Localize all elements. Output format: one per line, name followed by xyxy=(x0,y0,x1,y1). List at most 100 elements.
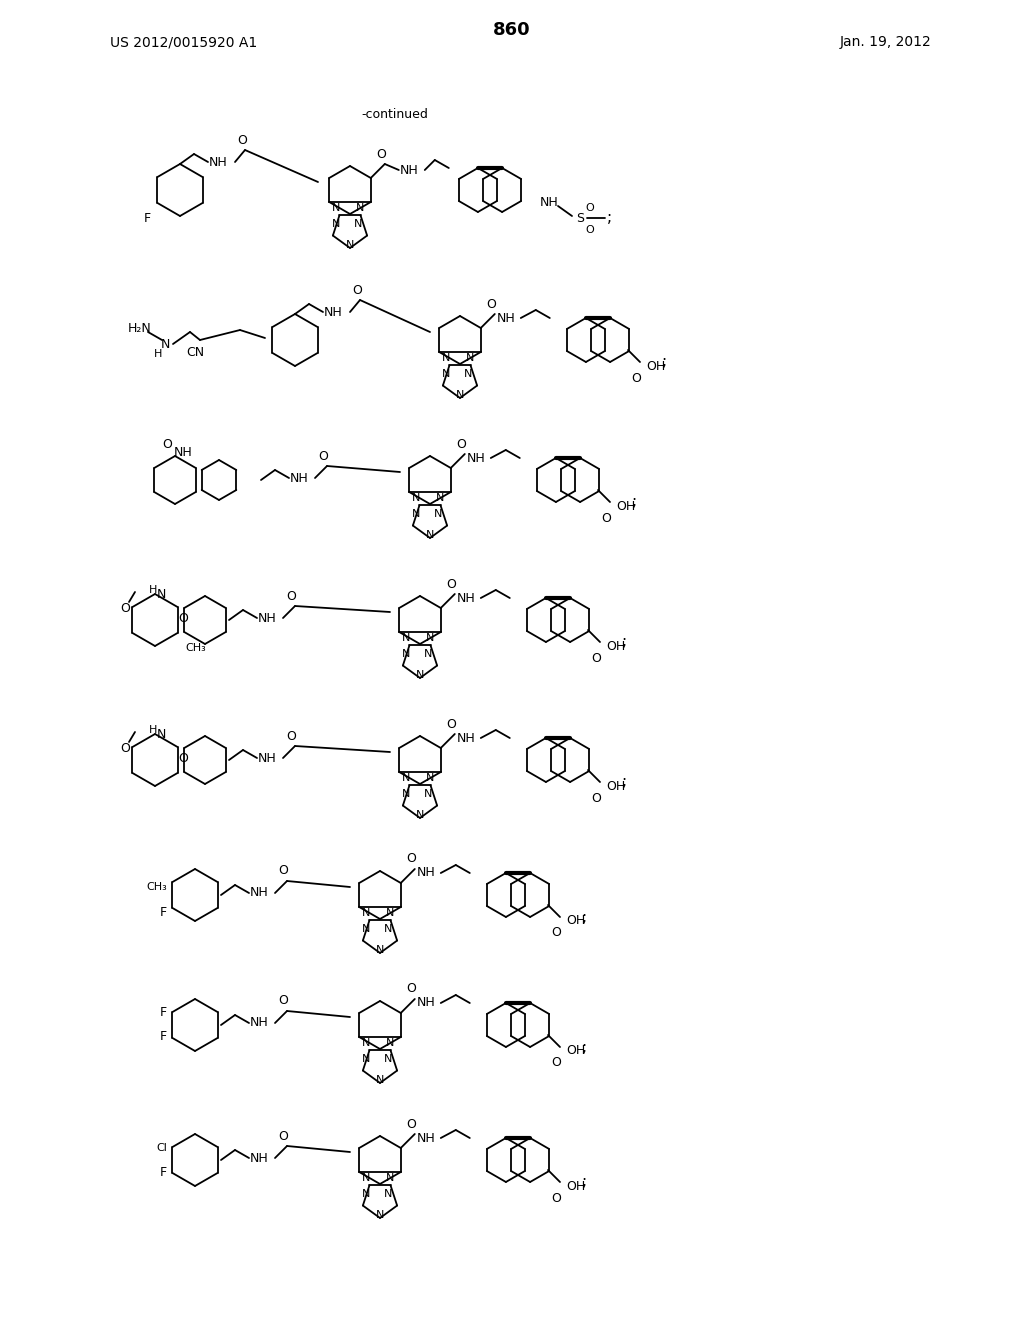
Text: N: N xyxy=(355,203,365,213)
Text: -continued: -continued xyxy=(361,108,428,121)
Text: N: N xyxy=(434,510,442,519)
Text: N: N xyxy=(332,219,340,228)
Text: N: N xyxy=(361,1173,371,1183)
Text: N: N xyxy=(401,774,411,783)
Text: O: O xyxy=(591,652,601,664)
Text: O: O xyxy=(586,203,594,213)
Text: NH: NH xyxy=(399,164,418,177)
Text: O: O xyxy=(586,224,594,235)
Text: O: O xyxy=(406,982,416,995)
Text: N: N xyxy=(361,924,371,935)
Text: N: N xyxy=(384,1053,392,1064)
Text: O: O xyxy=(591,792,601,804)
Text: O: O xyxy=(279,994,288,1007)
Text: O: O xyxy=(286,590,296,602)
Text: O: O xyxy=(162,437,172,450)
Text: OH: OH xyxy=(606,639,626,652)
Text: F: F xyxy=(160,1031,167,1044)
Text: N: N xyxy=(361,1053,371,1064)
Text: N: N xyxy=(416,810,424,820)
Text: O: O xyxy=(445,578,456,590)
Text: N: N xyxy=(401,634,411,643)
Text: ;: ; xyxy=(582,1040,587,1055)
Text: CN: CN xyxy=(186,346,204,359)
Text: NH: NH xyxy=(540,195,559,209)
Text: O: O xyxy=(238,133,247,147)
Text: OH: OH xyxy=(566,1044,586,1057)
Text: N: N xyxy=(354,219,362,228)
Text: F: F xyxy=(160,1006,167,1019)
Text: N: N xyxy=(376,1210,384,1220)
Text: O: O xyxy=(178,611,188,624)
Text: 860: 860 xyxy=(494,21,530,40)
Text: NH: NH xyxy=(417,1131,435,1144)
Text: O: O xyxy=(406,853,416,866)
Text: H: H xyxy=(148,585,158,595)
Text: O: O xyxy=(376,148,386,161)
Text: H₂N: H₂N xyxy=(128,322,152,334)
Text: OH: OH xyxy=(616,499,635,512)
Text: Cl: Cl xyxy=(156,1143,167,1152)
Text: S: S xyxy=(575,211,584,224)
Text: N: N xyxy=(361,1189,371,1199)
Text: H: H xyxy=(148,725,158,735)
Text: N: N xyxy=(386,1038,394,1048)
Text: N: N xyxy=(376,945,384,954)
Text: N: N xyxy=(346,240,354,249)
Text: O: O xyxy=(631,371,641,384)
Text: N: N xyxy=(426,774,434,783)
Text: O: O xyxy=(279,865,288,878)
Text: O: O xyxy=(318,450,328,462)
Text: O: O xyxy=(286,730,296,742)
Text: OH: OH xyxy=(566,915,586,928)
Text: N: N xyxy=(384,924,392,935)
Text: NH: NH xyxy=(174,446,193,458)
Text: CH₃: CH₃ xyxy=(185,643,206,653)
Text: O: O xyxy=(120,742,130,755)
Text: NH: NH xyxy=(250,887,268,899)
Text: F: F xyxy=(160,1166,167,1179)
Text: N: N xyxy=(332,203,340,213)
Text: O: O xyxy=(601,511,611,524)
Text: ;: ; xyxy=(582,909,587,924)
Text: O: O xyxy=(352,284,361,297)
Text: NH: NH xyxy=(290,471,308,484)
Text: N: N xyxy=(157,587,166,601)
Text: N: N xyxy=(361,1038,371,1048)
Text: O: O xyxy=(279,1130,288,1143)
Text: O: O xyxy=(551,1192,561,1204)
Text: ;: ; xyxy=(607,210,612,226)
Text: N: N xyxy=(401,649,411,659)
Text: N: N xyxy=(464,370,472,379)
Text: N: N xyxy=(426,531,434,540)
Text: O: O xyxy=(485,297,496,310)
Text: NH: NH xyxy=(250,1151,268,1164)
Text: OH: OH xyxy=(646,359,666,372)
Text: NH: NH xyxy=(457,731,475,744)
Text: O: O xyxy=(120,602,130,615)
Text: ;: ; xyxy=(662,355,667,370)
Text: H: H xyxy=(154,348,162,359)
Text: N: N xyxy=(456,389,464,400)
Text: O: O xyxy=(445,718,456,730)
Text: N: N xyxy=(384,1189,392,1199)
Text: NH: NH xyxy=(250,1016,268,1030)
Text: NH: NH xyxy=(417,866,435,879)
Text: ;: ; xyxy=(622,775,627,789)
Text: ;: ; xyxy=(582,1175,587,1189)
Text: N: N xyxy=(401,789,411,799)
Text: F: F xyxy=(143,213,151,226)
Text: N: N xyxy=(466,352,474,363)
Text: N: N xyxy=(441,370,451,379)
Text: O: O xyxy=(551,1056,561,1069)
Text: NH: NH xyxy=(457,591,475,605)
Text: N: N xyxy=(424,649,432,659)
Text: N: N xyxy=(386,908,394,917)
Text: O: O xyxy=(456,437,466,450)
Text: N: N xyxy=(436,492,444,503)
Text: ;: ; xyxy=(622,635,627,649)
Text: OH: OH xyxy=(566,1180,586,1192)
Text: N: N xyxy=(426,634,434,643)
Text: NH: NH xyxy=(209,156,227,169)
Text: N: N xyxy=(412,492,420,503)
